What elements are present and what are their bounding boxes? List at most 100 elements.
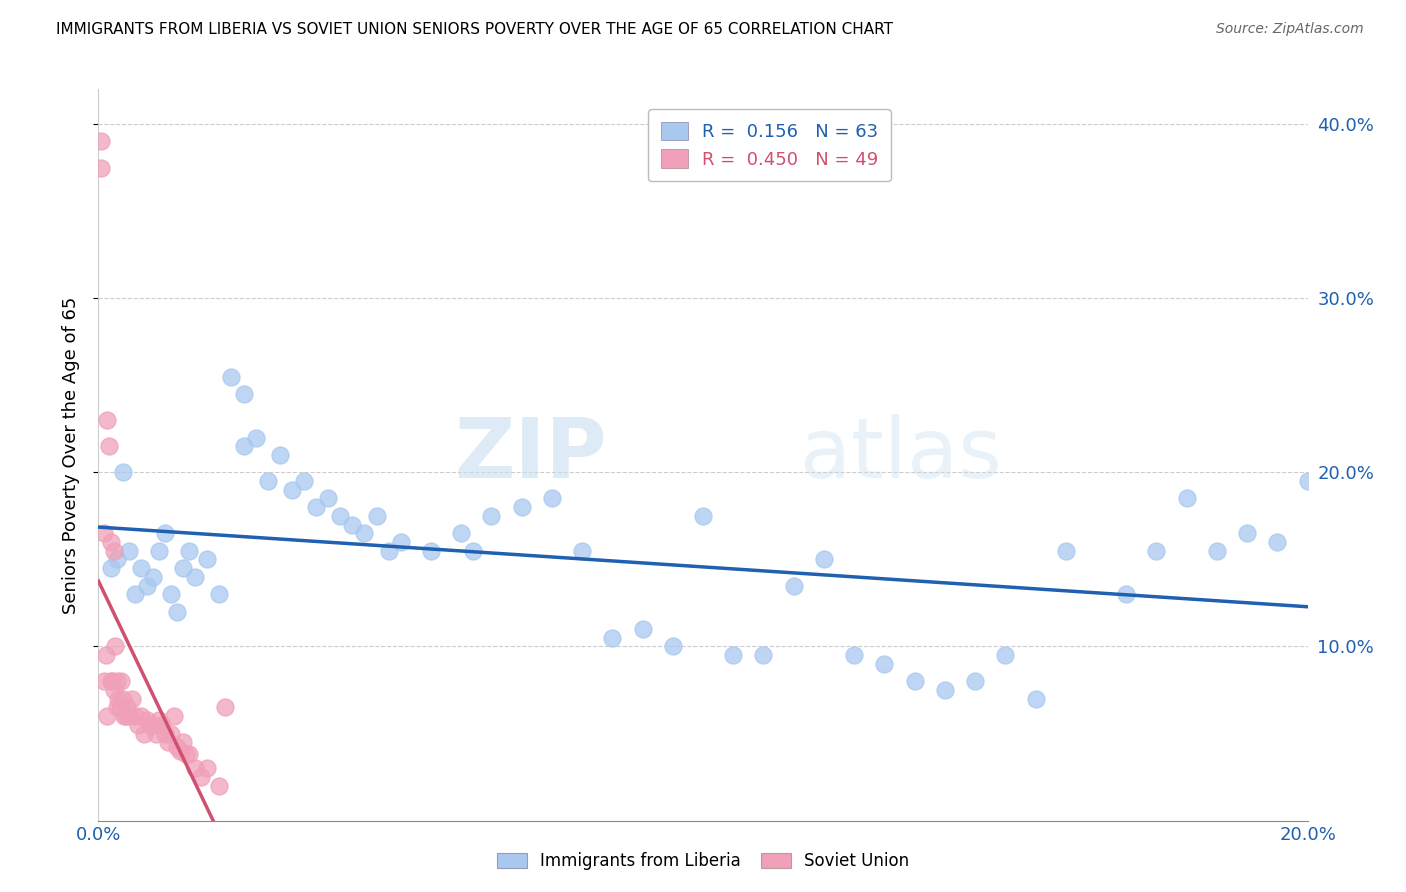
Point xyxy=(135,578,157,592)
Point xyxy=(873,657,896,671)
Point xyxy=(118,543,141,558)
Point xyxy=(179,543,201,558)
Point xyxy=(965,674,987,689)
Point xyxy=(156,735,179,749)
Point xyxy=(104,640,127,654)
Point xyxy=(256,474,278,488)
Point xyxy=(124,709,146,723)
Point xyxy=(221,369,243,384)
Y-axis label: Seniors Poverty Over the Age of 65: Seniors Poverty Over the Age of 65 xyxy=(62,296,80,614)
Text: ZIP: ZIP xyxy=(454,415,606,495)
Point xyxy=(723,648,745,663)
Point xyxy=(142,570,165,584)
Point xyxy=(112,709,135,723)
Point xyxy=(463,543,485,558)
Point xyxy=(245,430,267,444)
Point xyxy=(111,466,134,480)
Point xyxy=(93,526,115,541)
Point xyxy=(329,508,352,523)
Point xyxy=(305,500,328,515)
Point xyxy=(111,691,134,706)
Point xyxy=(184,570,207,584)
Point xyxy=(602,631,624,645)
Point xyxy=(510,500,533,515)
Point xyxy=(139,718,162,732)
Point xyxy=(813,552,835,566)
Point xyxy=(108,700,131,714)
Point xyxy=(1236,526,1258,541)
Point xyxy=(353,526,375,541)
Point xyxy=(110,674,132,689)
Point xyxy=(117,700,139,714)
Point xyxy=(232,439,254,453)
Point xyxy=(184,761,207,775)
Point xyxy=(232,387,254,401)
Point xyxy=(934,683,956,698)
Point xyxy=(1267,535,1289,549)
Point xyxy=(90,135,112,149)
Text: atlas: atlas xyxy=(800,415,1001,495)
Point xyxy=(94,648,117,663)
Point xyxy=(844,648,866,663)
Point xyxy=(571,543,593,558)
Point xyxy=(377,543,399,558)
Point xyxy=(174,747,197,762)
Point xyxy=(96,709,118,723)
Point xyxy=(208,587,231,601)
Point xyxy=(114,709,136,723)
Point xyxy=(1144,543,1167,558)
Point xyxy=(98,439,121,453)
Point xyxy=(166,740,188,755)
Point xyxy=(132,726,155,740)
Point xyxy=(172,561,194,575)
Point xyxy=(96,413,118,427)
Text: Source: ZipAtlas.com: Source: ZipAtlas.com xyxy=(1216,22,1364,37)
Point xyxy=(100,674,122,689)
Point xyxy=(179,747,201,762)
Point xyxy=(342,517,364,532)
Point xyxy=(148,713,170,727)
Point xyxy=(1054,543,1077,558)
Point xyxy=(1024,691,1046,706)
Point xyxy=(129,709,152,723)
Text: IMMIGRANTS FROM LIBERIA VS SOVIET UNION SENIORS POVERTY OVER THE AGE OF 65 CORRE: IMMIGRANTS FROM LIBERIA VS SOVIET UNION … xyxy=(56,22,893,37)
Point xyxy=(105,552,128,566)
Point xyxy=(1175,491,1198,506)
Point xyxy=(100,674,122,689)
Point xyxy=(1206,543,1229,558)
Point xyxy=(160,587,183,601)
Point xyxy=(692,508,714,523)
Point xyxy=(90,161,112,175)
Point xyxy=(124,587,146,601)
Point xyxy=(292,474,315,488)
Point xyxy=(148,543,170,558)
Point xyxy=(100,535,122,549)
Point xyxy=(103,683,125,698)
Point xyxy=(142,718,165,732)
Point xyxy=(994,648,1017,663)
Point xyxy=(661,640,683,654)
Point xyxy=(118,709,141,723)
Point xyxy=(540,491,562,506)
Point xyxy=(105,674,128,689)
Point xyxy=(160,726,183,740)
Point xyxy=(107,691,129,706)
Point xyxy=(195,761,218,775)
Point xyxy=(166,605,188,619)
Point xyxy=(153,726,176,740)
Point xyxy=(631,622,654,636)
Point xyxy=(105,700,128,714)
Point xyxy=(100,561,122,575)
Point xyxy=(281,483,304,497)
Point xyxy=(783,578,806,592)
Legend: R =  0.156   N = 63, R =  0.450   N = 49: R = 0.156 N = 63, R = 0.450 N = 49 xyxy=(648,109,891,181)
Point xyxy=(153,526,176,541)
Point xyxy=(316,491,339,506)
Point xyxy=(93,674,115,689)
Point xyxy=(366,508,388,523)
Point xyxy=(135,713,157,727)
Point xyxy=(145,726,167,740)
Point xyxy=(420,543,443,558)
Point xyxy=(172,735,194,749)
Point xyxy=(1115,587,1137,601)
